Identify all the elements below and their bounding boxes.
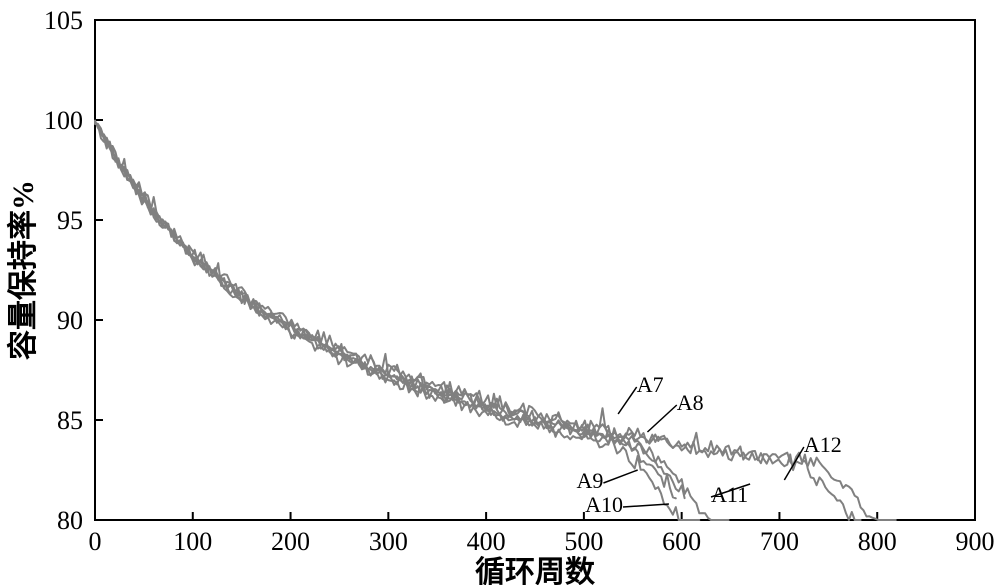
callout-line-A8: [647, 405, 676, 432]
callout-A7: A7: [637, 372, 664, 397]
x-tick-label: 0: [89, 527, 102, 556]
x-tick-label: 300: [369, 527, 408, 556]
y-tick-label: 95: [57, 206, 83, 235]
callout-line-A9: [603, 470, 637, 483]
y-tick-label: 80: [57, 506, 83, 535]
chart-svg: 0 100 200 300 400 500 600 700 800 900 80 85 90 95 100 1…: [0, 0, 1000, 585]
x-tick-label: 100: [173, 527, 212, 556]
series-A8: [95, 123, 729, 520]
callout-line-A10: [623, 504, 669, 507]
series-A7: [95, 122, 699, 521]
x-tick-label: 900: [956, 527, 995, 556]
y-tick-label: 105: [44, 6, 83, 35]
x-tick-label: 400: [467, 527, 506, 556]
y-tick-label: 85: [57, 406, 83, 435]
capacity-retention-chart: 0 100 200 300 400 500 600 700 800 900 80 85 90 95 100 1…: [0, 0, 1000, 585]
callout-A9: A9: [577, 468, 604, 493]
callout-A11: A11: [711, 482, 748, 507]
plot-border: [95, 20, 975, 520]
y-axis-label: 容量保持率%: [7, 180, 40, 360]
callout-A8: A8: [677, 390, 704, 415]
callout-line-A7: [618, 387, 637, 414]
x-tick-label: 800: [858, 527, 897, 556]
x-axis-label: 循环周数: [475, 556, 596, 585]
callout-A10: A10: [585, 492, 623, 517]
x-tick-label: 500: [564, 527, 603, 556]
x-tick-label: 200: [271, 527, 310, 556]
series-A11: [95, 122, 861, 520]
x-tick-label: 700: [760, 527, 799, 556]
callout-A12: A12: [804, 432, 842, 457]
y-tick-label: 90: [57, 306, 83, 335]
x-tick-label: 600: [662, 527, 701, 556]
y-tick-label: 100: [44, 106, 83, 135]
series-A9: [95, 123, 676, 498]
